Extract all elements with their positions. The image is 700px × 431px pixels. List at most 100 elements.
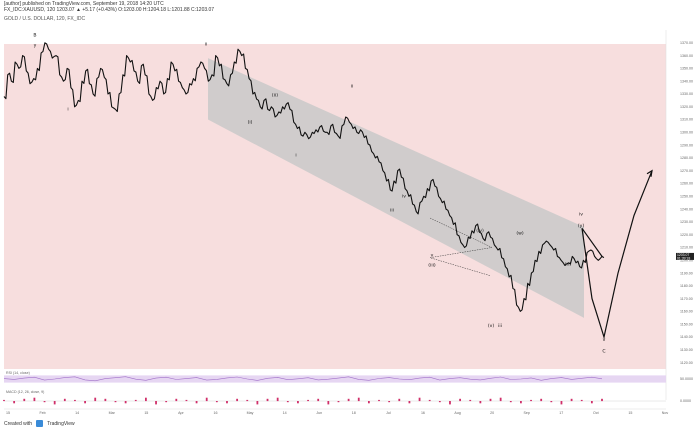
macd-bar — [297, 401, 299, 404]
date-tick-label: Jul — [386, 411, 391, 415]
date-tick-label: 20 — [490, 411, 494, 415]
current-price-tag — [676, 252, 694, 260]
price-tick-label: 1140.00 — [680, 335, 693, 339]
macd-bar — [560, 401, 563, 405]
current-time-label: 01:39:18 — [677, 256, 690, 260]
macd-bar — [74, 399, 76, 402]
macd-bar — [165, 401, 168, 403]
macd-bar — [13, 401, 16, 404]
price-tick-label: 1300.00 — [680, 131, 693, 135]
rsi-title: RSI (14, close) — [6, 371, 30, 375]
date-tick-label: 16 — [421, 411, 425, 415]
macd-bar — [317, 398, 320, 402]
macd-tick-label: 0.0000 — [680, 399, 691, 403]
price-tick-label: 1190.00 — [680, 271, 693, 275]
symbol-line: FX_IDC:XAUUSD, 120 1203.07 ▲ +5.17 (+0.4… — [4, 7, 215, 13]
macd-bar — [43, 401, 46, 403]
macd-bar — [327, 401, 330, 405]
price-tick-label: 1280.00 — [680, 156, 693, 160]
macd-bar — [367, 401, 370, 404]
macd-bar — [94, 397, 97, 402]
price-tick-label: 1250.00 — [680, 195, 693, 199]
wave-label: iv — [402, 194, 406, 200]
price-tick-label: 1320.00 — [680, 105, 693, 109]
price-tick-label: 1170.00 — [680, 297, 693, 301]
date-tick-label: Jun — [316, 411, 322, 415]
macd-bar — [3, 399, 5, 402]
macd-bar — [570, 398, 573, 402]
macd-bar — [266, 398, 269, 402]
price-tick-label: 1330.00 — [680, 92, 693, 96]
price-tick-label: 1360.00 — [680, 54, 693, 58]
projection-line — [581, 170, 653, 340]
wave-label: iii — [390, 208, 394, 214]
publisher-name: [author] — [4, 1, 21, 7]
price-tick-label: 1310.00 — [680, 118, 693, 122]
macd-bar — [550, 401, 553, 403]
projection-arrowhead — [646, 169, 653, 177]
macd-pane: MACD (12, 26, close, 9) 0.0000 — [3, 390, 691, 405]
macd-bar — [398, 398, 401, 402]
created-with-text: Created with — [4, 420, 33, 427]
macd-bar — [469, 399, 472, 402]
macd-bar — [479, 401, 482, 404]
wave-label: y — [34, 44, 37, 49]
date-tick-label: Aug — [454, 411, 460, 415]
date-tick-label: 15 — [6, 411, 10, 415]
macd-bar — [215, 401, 218, 403]
macd-bar — [185, 399, 188, 402]
wave-label: B — [33, 32, 36, 38]
macd-bar — [114, 401, 117, 403]
macd-bar — [205, 397, 208, 402]
date-tick-label: 15 — [628, 411, 632, 415]
macd-bar — [226, 401, 228, 404]
macd-bar — [63, 398, 66, 402]
macd-bar — [104, 398, 107, 402]
wave-label: iii — [498, 323, 502, 329]
date-tick-label: 16 — [213, 411, 217, 415]
macd-bar — [33, 397, 36, 402]
price-series — [3, 42, 605, 312]
date-tick-label: Sep — [523, 411, 529, 415]
date-tick-label: Feb — [39, 411, 45, 415]
price-tick-label: 1340.00 — [680, 79, 693, 83]
macd-title: MACD (12, 26, close, 9) — [6, 390, 44, 394]
macd-bar — [520, 401, 522, 404]
date-tick-label: Apr — [178, 411, 184, 415]
date-tick-label: 14 — [75, 411, 79, 415]
macd-bar — [144, 397, 147, 402]
macd-bar — [195, 401, 198, 404]
wave-label: (ii) — [272, 93, 278, 99]
macd-bar — [459, 398, 462, 402]
wedge-guide — [429, 217, 493, 276]
publisher-line: [author] published on TradingView.com, S… — [4, 1, 164, 7]
wave-label: i — [295, 153, 296, 159]
time-axis[interactable]: 15 Feb 14 Mar 15 Apr 16 May 14 Jun 18 Jul 16 Aug 20 Sep… — [4, 408, 668, 415]
wave-label: v — [603, 338, 606, 343]
price-tick-label: 1160.00 — [680, 310, 693, 314]
brand-name: TradingView — [47, 420, 75, 427]
rsi-pane: RSI (14, close) 50.0000 — [3, 371, 693, 383]
wave-label: (y) — [578, 223, 585, 229]
date-tick-label: 15 — [144, 411, 148, 415]
date-tick-label: May — [247, 411, 254, 415]
price-axis[interactable]: 1370.00 1360.00 1350.00 1340.00 1330.00 1320.… — [665, 30, 694, 400]
wave-label: v — [431, 253, 434, 258]
price-tick-label: 1290.00 — [680, 143, 693, 147]
wave-label: ii — [205, 41, 208, 47]
macd-bar — [418, 397, 421, 402]
pink-zone — [4, 44, 666, 369]
price-tick-label: 1210.00 — [680, 246, 693, 250]
date-tick-label: 14 — [283, 411, 287, 415]
price-tick-label: 1350.00 — [680, 67, 693, 71]
wave-label: iv — [579, 211, 583, 217]
macd-bar — [378, 399, 380, 402]
macd-bar — [84, 401, 86, 404]
macd-bar — [23, 398, 26, 402]
macd-bar — [236, 398, 239, 402]
wave-label: C — [602, 348, 605, 354]
wave-label: (x) — [565, 261, 572, 267]
wave-label: (i) — [248, 119, 253, 125]
